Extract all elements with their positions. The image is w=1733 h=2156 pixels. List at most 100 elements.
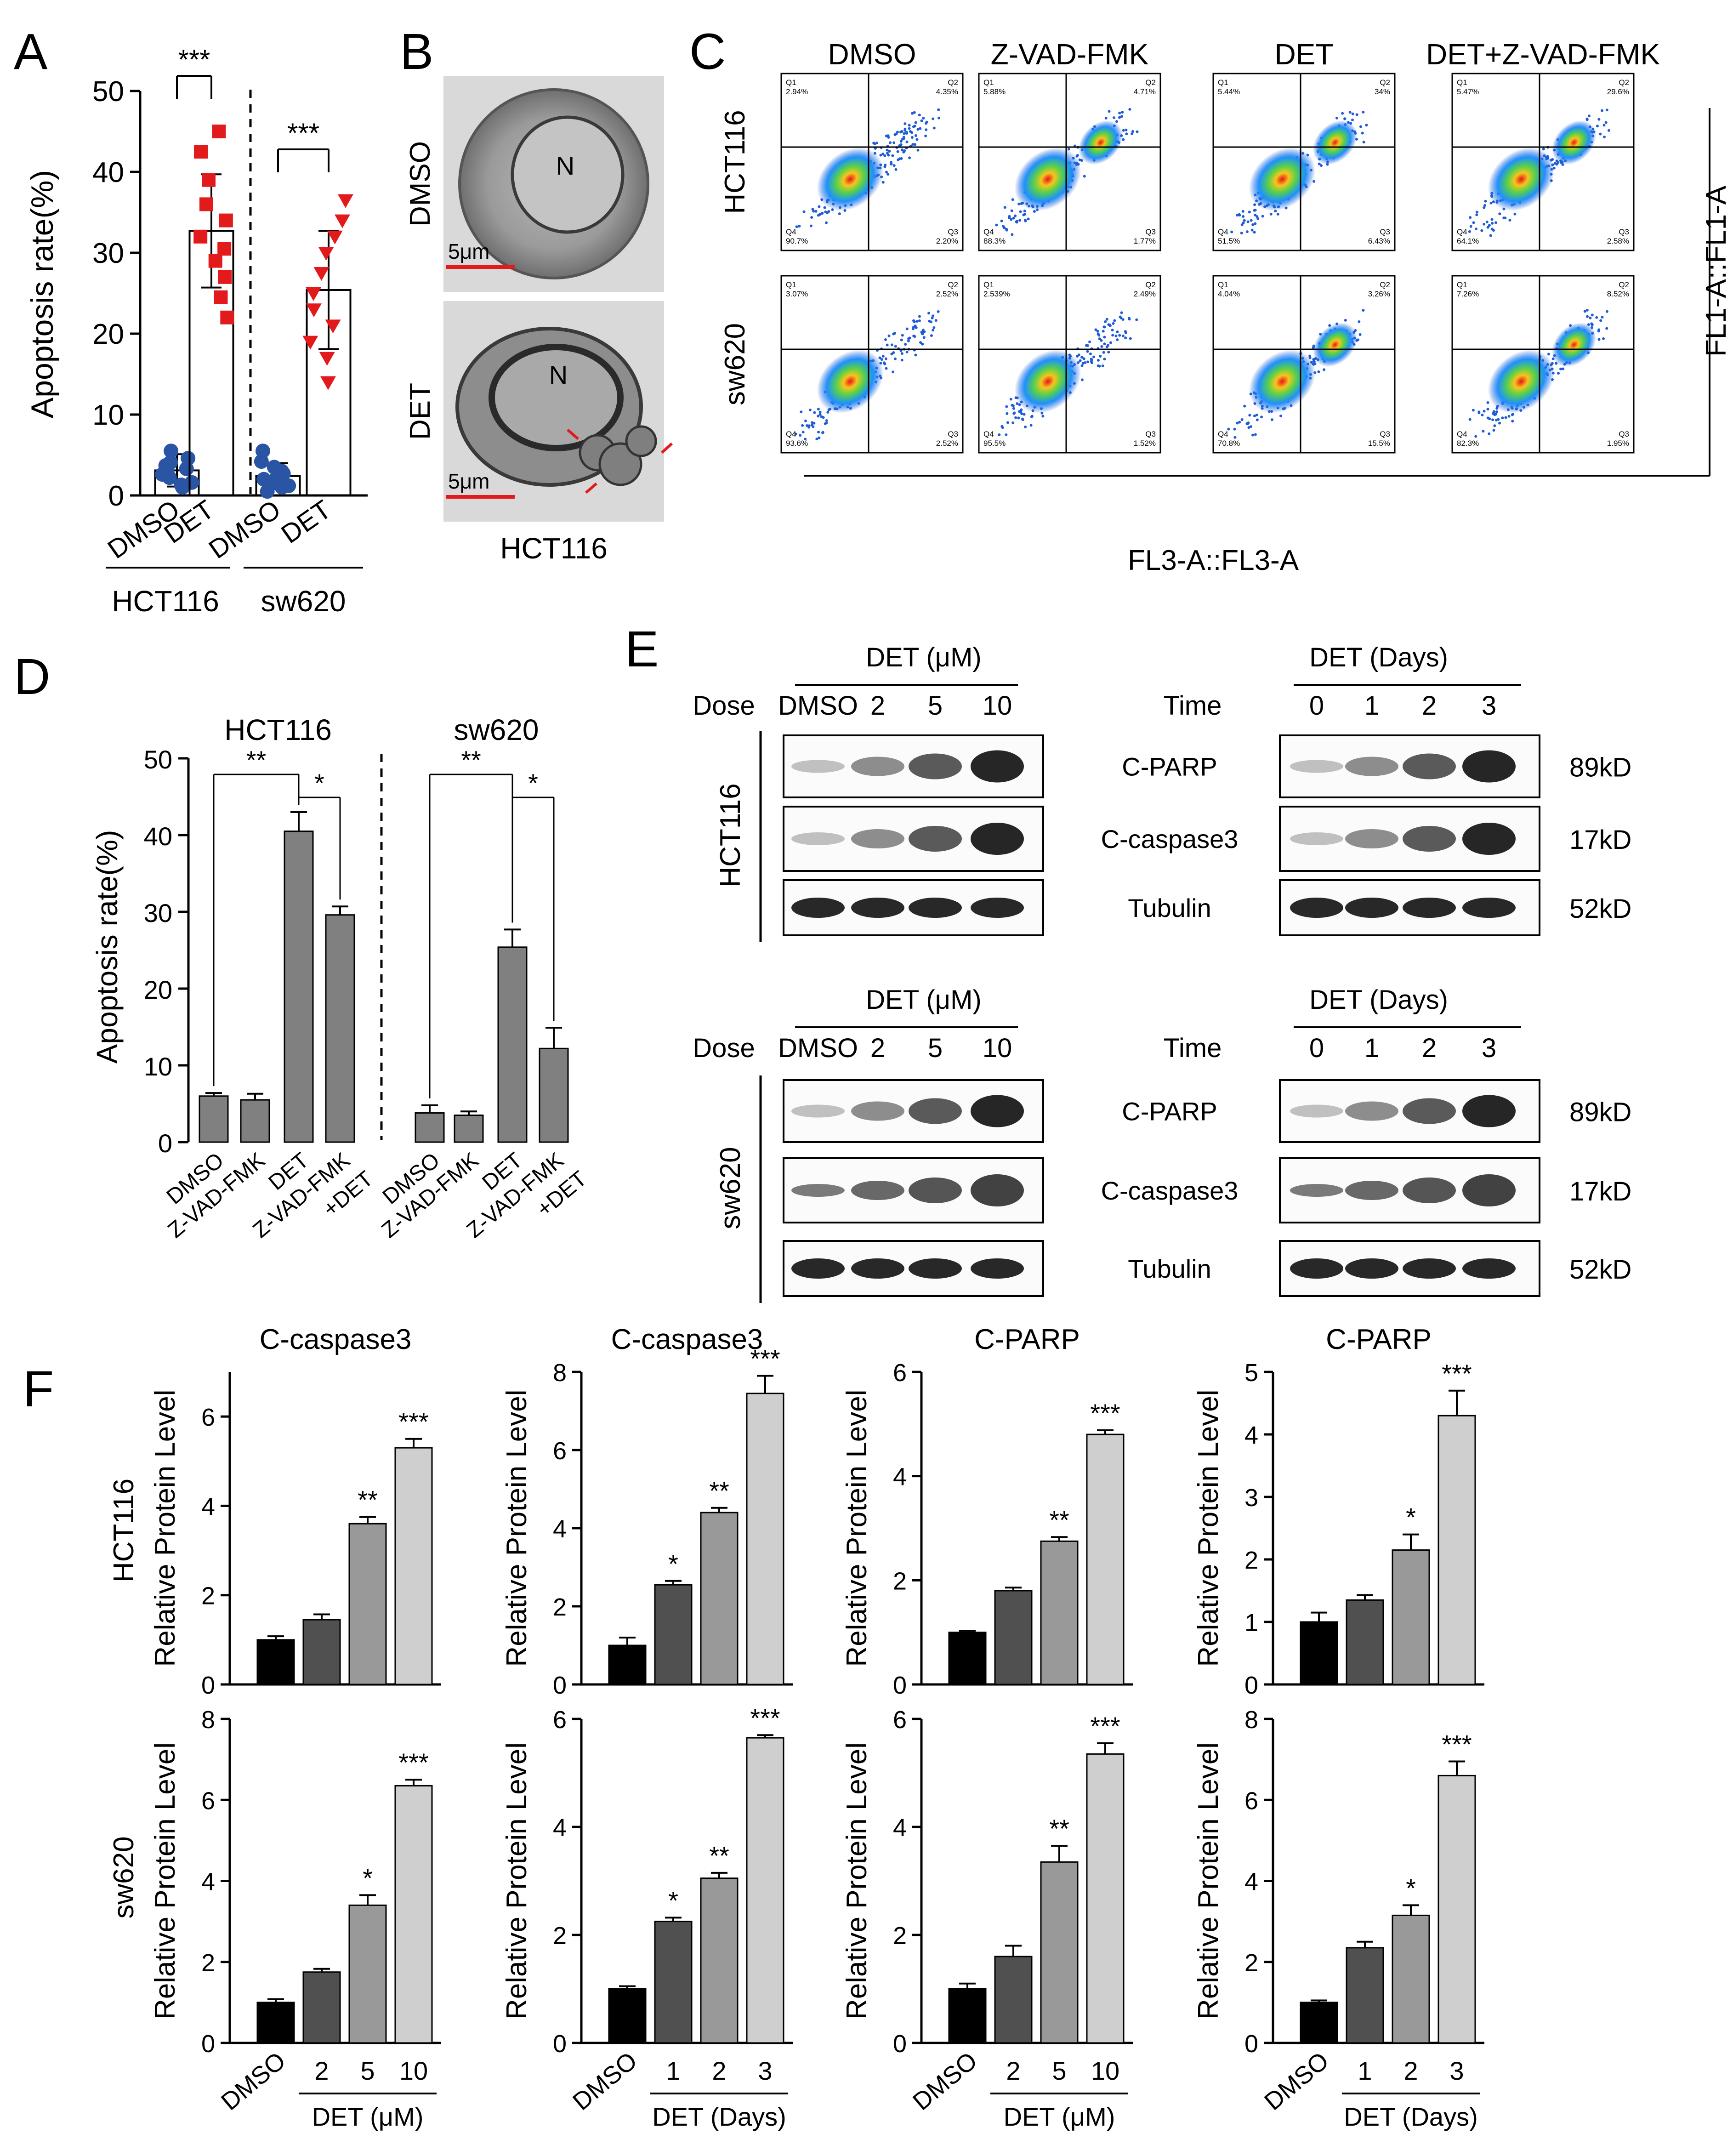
event-dot [1017, 202, 1021, 205]
event-dot [1097, 358, 1100, 362]
quadrant-name: Q1 [786, 280, 796, 289]
event-dot [817, 415, 820, 418]
quadrant-name: Q4 [983, 228, 994, 236]
density-hotspot [1078, 120, 1123, 165]
det-point [320, 376, 336, 390]
time-lane-label: 2 [1422, 691, 1437, 721]
y-tick-label: 0 [553, 1672, 567, 1699]
quadrant-name: Q2 [948, 280, 958, 289]
protein-band [909, 898, 962, 918]
quadrant-name: Q3 [1145, 430, 1156, 438]
event-dot [1348, 111, 1352, 114]
event-dot [1023, 210, 1026, 213]
bar [746, 1737, 784, 2044]
event-dot [934, 319, 938, 322]
event-dot [1341, 112, 1344, 115]
y-axis-label: Relative Protein Level [1193, 1742, 1224, 2019]
event-dot [1121, 111, 1124, 114]
dmso-point [174, 478, 189, 493]
quadrant-name: Q4 [1218, 430, 1228, 438]
scale-bar [446, 495, 515, 499]
event-dot [1024, 425, 1027, 428]
red-arrow [585, 482, 597, 494]
y-tick-label: 50 [92, 76, 124, 108]
quadrant-percent: 95.5% [983, 439, 1006, 448]
event-dot [1006, 412, 1009, 415]
event-dot [1557, 372, 1560, 375]
quadrant-name: Q4 [1457, 228, 1467, 236]
quadrant-percent: 2.94% [786, 87, 808, 96]
event-dot [1018, 410, 1021, 413]
bar [1300, 1621, 1338, 1685]
dmso-point [256, 472, 272, 487]
event-dot [1591, 313, 1594, 317]
event-dot [1494, 221, 1497, 224]
dose-header: DET (μM) [866, 643, 981, 672]
event-dot [799, 434, 802, 437]
event-dot [937, 310, 940, 313]
event-dot [884, 357, 887, 360]
y-tick-label: 30 [144, 899, 172, 927]
event-dot [1105, 318, 1108, 321]
event-dot [1483, 222, 1486, 226]
event-dot [1498, 212, 1501, 216]
row-label: DET [404, 383, 436, 440]
row-label: HCT116 [719, 110, 751, 214]
bar-chart: 0 2 4 6 8 Relative Protein Level DMSO 1 * 2 *** 3 DE… [1193, 1706, 1484, 2131]
event-dot [1121, 334, 1125, 337]
protein-band [1403, 898, 1456, 918]
dose-lane-label: 10 [983, 1033, 1012, 1063]
significance-label: ** [1049, 1505, 1069, 1534]
event-dot [884, 338, 887, 341]
event-dot [1102, 330, 1105, 333]
quadrant-name: Q1 [1218, 78, 1228, 87]
quadrant-percent: 5.44% [1218, 87, 1240, 96]
chart-title: C-caspase3 [260, 1324, 412, 1355]
red-arrow [567, 428, 579, 440]
x-tick-label: 2 [314, 2056, 329, 2085]
cell-line-label: HCT116 [715, 783, 746, 887]
x-tick-label: DMSO [568, 2047, 642, 2116]
event-dot [1096, 330, 1099, 333]
y-axis-label: Relative Protein Level [501, 1389, 533, 1667]
event-dot [818, 205, 821, 208]
event-dot [1247, 426, 1250, 429]
bar [1438, 1415, 1476, 1685]
event-dot [913, 335, 916, 338]
quadrant-percent: 29.6% [1607, 87, 1629, 96]
event-dot [818, 410, 822, 414]
protein-label: C-caspase3 [1101, 1176, 1239, 1205]
event-dot [1359, 125, 1362, 128]
event-dot [1103, 336, 1106, 339]
event-dot [1250, 425, 1253, 428]
protein-band [971, 1095, 1024, 1127]
protein-label: C-PARP [1122, 752, 1217, 781]
event-dot [798, 225, 801, 228]
event-dot [1335, 116, 1338, 119]
bar [256, 2002, 295, 2044]
event-dot [1605, 310, 1608, 313]
event-dot [899, 140, 903, 143]
event-dot [1495, 410, 1498, 413]
event-dot [1085, 344, 1088, 347]
event-dot [808, 409, 812, 412]
event-dot [1362, 141, 1365, 144]
event-dot [838, 212, 841, 216]
det-point [220, 310, 234, 324]
event-dot [1104, 320, 1107, 323]
event-dot [921, 342, 924, 346]
significance-label: ** [246, 745, 267, 774]
bar [325, 914, 355, 1143]
event-dot [1270, 418, 1273, 421]
event-dot [1001, 426, 1004, 429]
event-dot [910, 136, 914, 139]
group-label: DET (μM) [312, 2102, 424, 2131]
event-dot [1121, 318, 1125, 321]
event-dot [918, 315, 921, 318]
event-dot [905, 140, 909, 143]
quadrant-percent: 2.58% [1607, 237, 1629, 245]
event-dot [900, 338, 903, 341]
y-tick-label: 50 [144, 745, 172, 774]
bar-chart: 0 2 4 6 8 Relative Protein Level DMSO 2 * 5 *** 10 D… [149, 1706, 441, 2131]
significance-label: *** [287, 118, 319, 148]
